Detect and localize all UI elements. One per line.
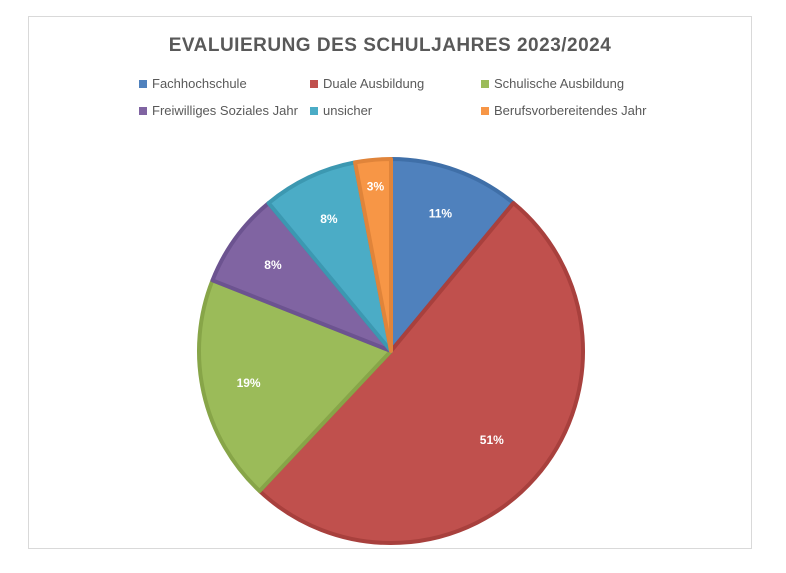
pie-label-unsicher: 8% [320,212,338,226]
pie-label-fachhochschule: 11% [429,207,453,221]
legend-item-berufsvorbereitendes-jahr: Berufsvorbereitendes Jahr [481,103,646,118]
pie-chart: 11% 51% 19% 8% 8% 3% [197,157,585,545]
pie-label-freiwilliges-soziales-jahr: 8% [264,258,282,272]
pie-label-schulische-ausbildung: 19% [237,376,261,390]
legend-swatch-duale-ausbildung [310,79,318,88]
pie-data-labels: 11% 51% 19% 8% 8% 3% [237,180,505,447]
legend-item-fachhochschule: Fachhochschule [139,76,247,91]
legend-label-fachhochschule: Fachhochschule [152,76,247,91]
pie-slice-fachhochschule [389,157,516,353]
legend-item-unsicher: unsicher [310,103,372,118]
legend-item-duale-ausbildung: Duale Ausbildung [310,76,424,91]
pie-label-berufsvorbereitendes-jahr: 3% [367,180,385,194]
pie-slices [197,157,585,545]
legend-item-freiwilliges-soziales-jahr: Freiwilliges Soziales Jahr [139,103,298,118]
legend-swatch-unsicher [310,106,318,115]
legend-label-berufsvorbereitendes-jahr: Berufsvorbereitendes Jahr [494,103,647,118]
chart-title: EVALUIERUNG DES SCHULJAHRES 2023/2024 [168,35,612,56]
legend-swatch-berufsvorbereitendes-jahr [481,106,489,115]
chart-area: EVALUIERUNG DES SCHULJAHRES 2023/2024 Fa… [28,16,752,549]
legend-label-schulische-ausbildung: Schulische Ausbildung [494,76,625,91]
legend-label-freiwilliges-soziales-jahr: Freiwilliges Soziales Jahr [152,103,298,118]
pie-slice-berufsvorbereitendes-jahr [353,157,393,353]
pie-slice-duale-ausbildung [257,201,585,545]
legend-label-unsicher: unsicher [323,103,373,118]
legend-item-schulische-ausbildung: Schulische Ausbildung [481,76,624,91]
legend-label-duale-ausbildung: Duale Ausbildung [323,76,425,91]
legend-swatch-fachhochschule [139,79,147,88]
pie-label-duale-ausbildung: 51% [480,433,504,447]
legend-swatch-freiwilliges-soziales-jahr [139,106,147,115]
legend-swatch-schulische-ausbildung [481,79,489,88]
